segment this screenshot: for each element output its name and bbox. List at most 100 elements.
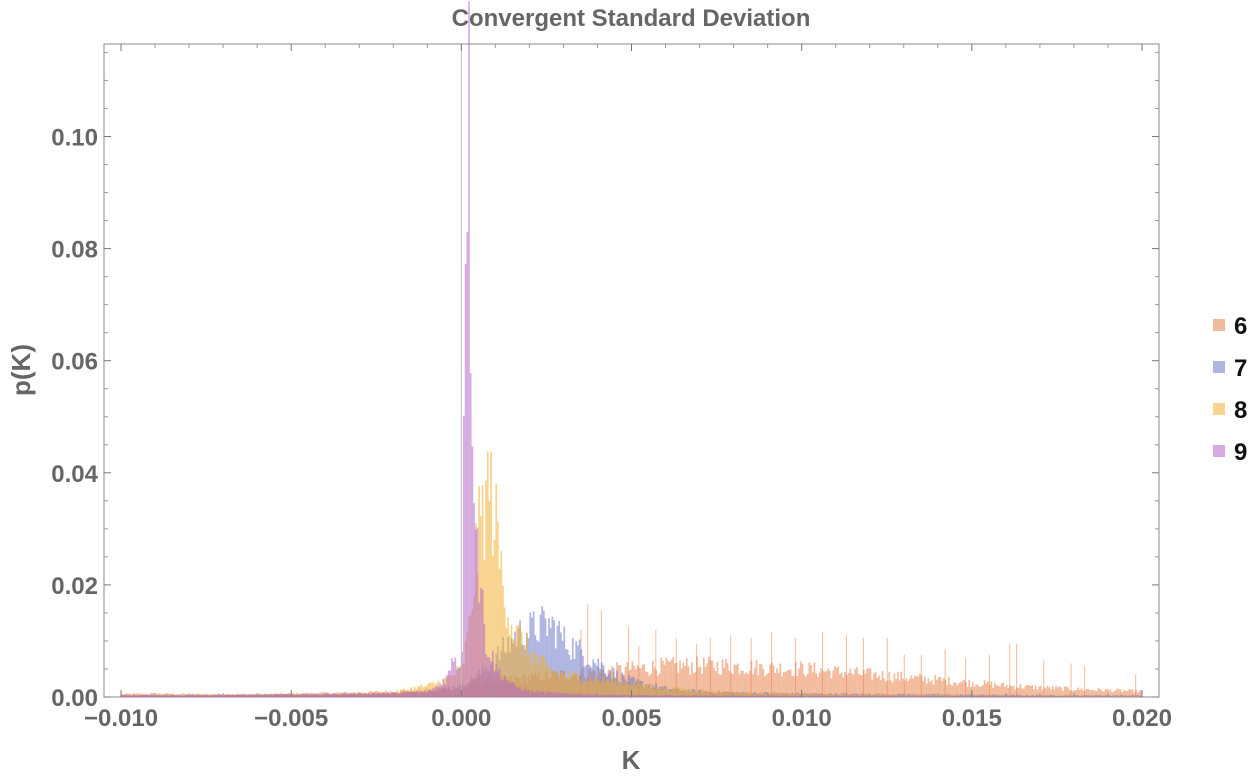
histogram-bar bbox=[716, 661, 719, 697]
histogram-bar bbox=[708, 692, 710, 697]
histogram-bar bbox=[1082, 696, 1085, 697]
histogram-bar bbox=[919, 695, 921, 697]
histogram-bar bbox=[595, 678, 598, 697]
histogram-bar bbox=[895, 694, 897, 697]
histogram-bar bbox=[337, 694, 339, 697]
y-tick-label: 0.10 bbox=[51, 124, 98, 151]
histogram-bar bbox=[937, 677, 940, 697]
histogram-bar bbox=[832, 670, 834, 697]
histogram-bar bbox=[224, 695, 227, 697]
histogram-bar bbox=[121, 695, 123, 697]
histogram-bar bbox=[168, 695, 171, 697]
histogram-bar bbox=[932, 695, 935, 697]
histogram-bar bbox=[316, 694, 319, 697]
histogram-bar bbox=[650, 683, 652, 697]
histogram-bar bbox=[389, 694, 392, 697]
histogram-bar bbox=[733, 692, 736, 697]
histogram-bar bbox=[558, 692, 561, 697]
histogram-bar bbox=[212, 694, 215, 697]
histogram-bar bbox=[180, 695, 183, 697]
histogram-bar bbox=[704, 695, 707, 697]
histogram-bar bbox=[791, 694, 794, 697]
histogram-bar bbox=[999, 696, 1001, 697]
histogram-bar bbox=[874, 672, 877, 697]
histogram-bar bbox=[582, 655, 584, 697]
histogram-spike-bar bbox=[730, 635, 732, 697]
legend-swatch-6 bbox=[1213, 319, 1225, 331]
histogram-bar bbox=[156, 695, 159, 697]
histogram-bar bbox=[963, 696, 966, 697]
histogram-bar bbox=[600, 695, 603, 697]
histogram-bar bbox=[682, 691, 685, 697]
histogram-bar bbox=[471, 446, 474, 697]
histogram-bar bbox=[144, 694, 147, 697]
histogram-bar bbox=[1038, 696, 1040, 697]
histogram-bar bbox=[422, 691, 424, 697]
histogram-bar bbox=[335, 694, 338, 697]
histogram-bar bbox=[689, 674, 692, 697]
histogram-bar bbox=[851, 673, 853, 697]
histogram-bar bbox=[643, 664, 646, 697]
histogram-bar bbox=[769, 695, 772, 697]
histogram-bar bbox=[1099, 689, 1102, 697]
histogram-bar bbox=[446, 674, 448, 697]
histogram-bar bbox=[728, 670, 731, 697]
histogram-bar bbox=[776, 668, 778, 697]
histogram-bar bbox=[1000, 696, 1003, 697]
histogram-bar bbox=[195, 695, 198, 697]
histogram-bar bbox=[708, 695, 710, 697]
histogram-bar bbox=[645, 686, 647, 697]
histogram-bar bbox=[287, 695, 290, 697]
histogram-bar bbox=[754, 667, 756, 697]
histogram-bar bbox=[629, 695, 632, 697]
histogram-bar bbox=[799, 693, 802, 697]
histogram-bar bbox=[490, 451, 492, 697]
histogram-bar bbox=[806, 695, 809, 697]
histogram-bar bbox=[963, 695, 966, 697]
histogram-bar bbox=[209, 695, 212, 697]
histogram-bar bbox=[949, 696, 952, 697]
histogram-bar bbox=[143, 694, 145, 697]
histogram-bar bbox=[529, 653, 532, 697]
histogram-bar bbox=[597, 658, 600, 697]
histogram-bar bbox=[777, 695, 780, 697]
histogram-bar bbox=[982, 694, 984, 697]
histogram-bar bbox=[347, 693, 350, 697]
histogram-bar bbox=[1079, 695, 1081, 697]
histogram-bar bbox=[692, 691, 695, 697]
histogram-bar bbox=[636, 695, 639, 697]
histogram-bar bbox=[1080, 688, 1083, 697]
histogram-bar bbox=[774, 695, 777, 697]
histogram-bar bbox=[754, 696, 756, 697]
histogram-bar bbox=[587, 694, 589, 697]
histogram-bar bbox=[830, 695, 833, 697]
histogram-bar bbox=[730, 695, 732, 697]
histogram-bar bbox=[464, 264, 467, 697]
histogram-bar bbox=[577, 645, 579, 697]
histogram-bar bbox=[454, 657, 457, 697]
histogram-bar bbox=[735, 695, 737, 697]
histogram-bar bbox=[575, 672, 578, 697]
histogram-spike-bar bbox=[696, 643, 698, 697]
histogram-bar bbox=[1124, 696, 1127, 697]
histogram-bar bbox=[338, 694, 341, 697]
histogram-bar bbox=[326, 693, 329, 697]
histogram-bar bbox=[497, 521, 499, 697]
histogram-bar bbox=[747, 673, 749, 697]
histogram-bar bbox=[665, 657, 668, 697]
histogram-bar bbox=[1101, 696, 1103, 697]
histogram-bar bbox=[571, 638, 574, 697]
histogram-bar bbox=[658, 688, 661, 697]
histogram-bar bbox=[1099, 696, 1102, 697]
histogram-bar bbox=[495, 483, 498, 697]
histogram-bar bbox=[585, 693, 588, 697]
histogram-bar bbox=[1004, 696, 1006, 697]
histogram-bar bbox=[617, 695, 620, 697]
histogram-bar bbox=[250, 695, 253, 697]
histogram-bar bbox=[263, 694, 266, 697]
histogram-bar bbox=[806, 694, 809, 697]
histogram-bar bbox=[771, 695, 773, 697]
histogram-bar bbox=[252, 694, 254, 697]
histogram-bar bbox=[767, 695, 770, 697]
histogram-bar bbox=[571, 670, 574, 697]
